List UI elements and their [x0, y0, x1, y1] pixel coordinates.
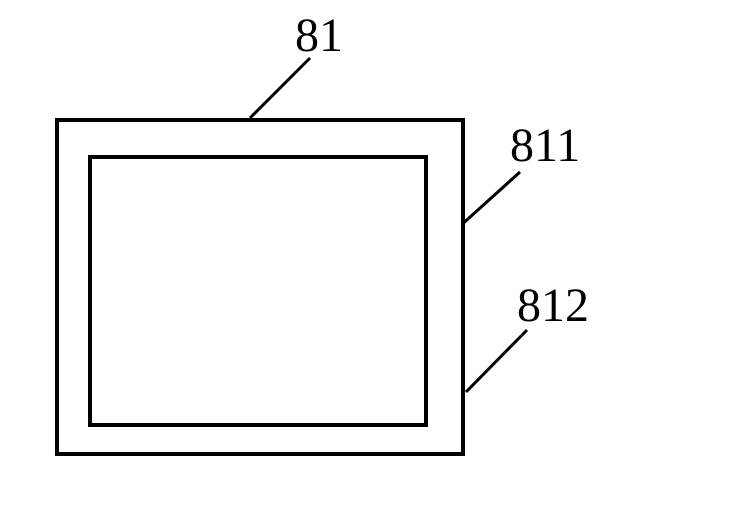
label-81: 81 — [295, 8, 343, 63]
inner-rectangle — [88, 155, 428, 427]
leader-line-812 — [466, 330, 527, 392]
label-812: 812 — [517, 278, 589, 333]
leader-line-81 — [250, 58, 310, 118]
label-811: 811 — [510, 118, 580, 173]
schematic-diagram: 81 811 812 — [0, 0, 738, 517]
